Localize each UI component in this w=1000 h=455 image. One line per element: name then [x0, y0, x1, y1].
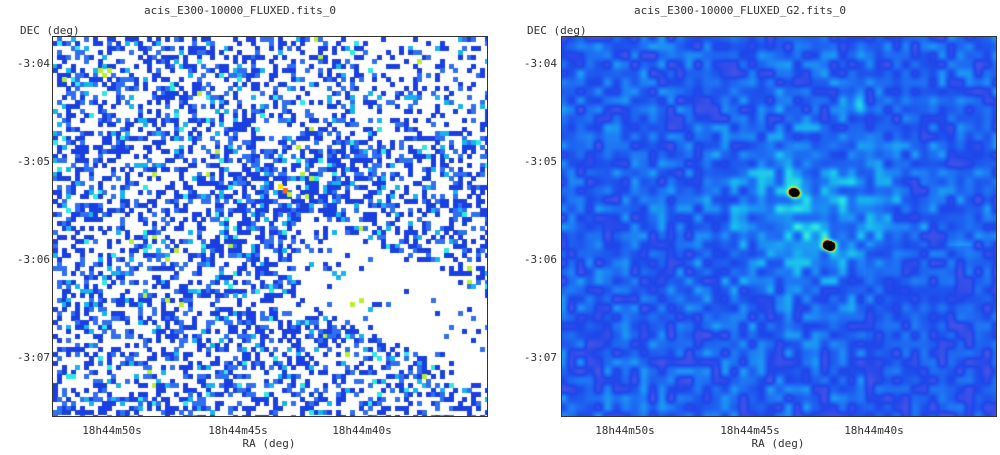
y-tick-label: -3:07	[16, 351, 50, 364]
x-tick-label: 18h44m45s	[720, 424, 780, 437]
y-tick-label: -3:07	[523, 351, 557, 364]
x-axis-label: RA (deg)	[242, 437, 296, 450]
y-tick-label: -3:04	[16, 57, 50, 70]
smoothed-image	[562, 37, 996, 416]
panel-smoothed: acis_E300-10000_FLUXED_G2.fits_0 DEC (de…	[500, 0, 1000, 455]
x-axis-label: RA (deg)	[751, 437, 805, 450]
y-tick-label: -3:05	[16, 155, 50, 168]
image-plot-binned[interactable]	[52, 36, 488, 417]
x-tick-label: 18h44m40s	[844, 424, 904, 437]
y-tick-label: -3:04	[523, 57, 557, 70]
y-axis-label: DEC (deg)	[527, 24, 587, 37]
image-plot-smoothed[interactable]	[561, 36, 997, 417]
panel-title: acis_E300-10000_FLUXED.fits_0	[143, 4, 337, 17]
y-axis-label: DEC (deg)	[20, 24, 80, 37]
y-tick-label: -3:05	[523, 155, 557, 168]
x-tick-label: 18h44m50s	[595, 424, 655, 437]
y-tick-label: -3:06	[523, 253, 557, 266]
x-tick-label: 18h44m50s	[82, 424, 142, 437]
x-tick-label: 18h44m40s	[332, 424, 392, 437]
x-tick-label: 18h44m45s	[208, 424, 268, 437]
binned-image	[53, 37, 487, 416]
panel-title: acis_E300-10000_FLUXED_G2.fits_0	[634, 4, 846, 17]
panel-binned: acis_E300-10000_FLUXED.fits_0 DEC (deg) …	[16, 4, 488, 450]
y-tick-label: -3:06	[16, 253, 50, 266]
